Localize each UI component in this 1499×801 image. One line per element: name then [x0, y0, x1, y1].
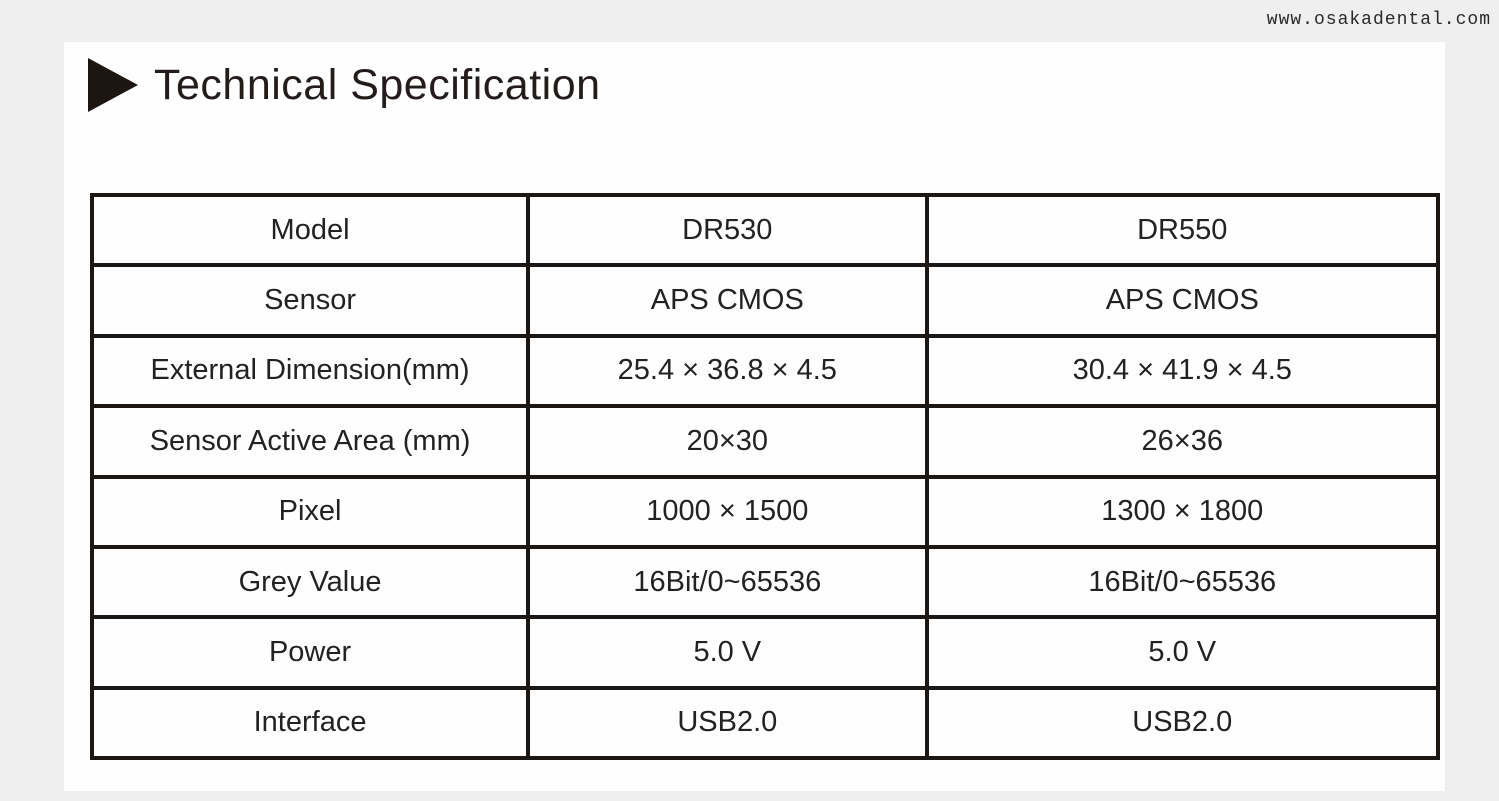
table-row-sensor-active-area: Sensor Active Area (mm) 20×30 26×36	[89, 404, 1440, 479]
dr550-value: USB2.0	[924, 685, 1440, 761]
dr530-value: 1000 × 1500	[526, 474, 929, 549]
dr550-value: 30.4 × 41.9 × 4.5	[924, 333, 1440, 409]
dr530-value: 20×30	[526, 404, 929, 479]
table-row-sensor: Sensor APS CMOS APS CMOS	[89, 263, 1440, 338]
table-row-power: Power 5.0 V 5.0 V	[89, 615, 1440, 690]
table-row-pixel: Pixel 1000 × 1500 1300 × 1800	[89, 474, 1440, 549]
triangle-bullet-icon	[88, 58, 138, 112]
row-label: Power	[89, 615, 531, 690]
dr550-value: DR550	[924, 192, 1440, 268]
spec-sheet-card: Technical Specification Model DR530 DR55…	[64, 42, 1445, 791]
table-row-interface: Interface USB2.0 USB2.0	[89, 685, 1440, 761]
dr550-value: 26×36	[924, 404, 1440, 479]
table-row-external-dimension: External Dimension(mm) 25.4 × 36.8 × 4.5…	[89, 333, 1440, 409]
section-header: Technical Specification	[88, 58, 601, 112]
dr550-value: 16Bit/0~65536	[924, 544, 1440, 620]
dr530-value: APS CMOS	[526, 263, 929, 338]
row-label: Sensor Active Area (mm)	[89, 404, 531, 479]
spec-table: Model DR530 DR550 Sensor APS CMOS APS CM…	[89, 192, 1440, 761]
dr550-value: 1300 × 1800	[924, 474, 1440, 549]
row-label: External Dimension(mm)	[89, 333, 531, 409]
dr530-value: DR530	[526, 192, 929, 268]
row-label: Sensor	[89, 263, 531, 338]
dr530-value: 25.4 × 36.8 × 4.5	[526, 333, 929, 409]
row-label: Grey Value	[89, 544, 531, 620]
row-label: Interface	[89, 685, 531, 761]
page-title: Technical Specification	[154, 60, 601, 109]
dr530-value: 16Bit/0~65536	[526, 544, 929, 620]
dr550-value: APS CMOS	[924, 263, 1440, 338]
table-row-model: Model DR530 DR550	[89, 192, 1440, 268]
dr530-value: 5.0 V	[526, 615, 929, 690]
row-label: Pixel	[89, 474, 531, 549]
site-watermark: www.osakadental.com	[1266, 10, 1491, 30]
row-label: Model	[89, 192, 531, 268]
table-row-grey-value: Grey Value 16Bit/0~65536 16Bit/0~65536	[89, 544, 1440, 620]
dr550-value: 5.0 V	[924, 615, 1440, 690]
dr530-value: USB2.0	[526, 685, 929, 761]
